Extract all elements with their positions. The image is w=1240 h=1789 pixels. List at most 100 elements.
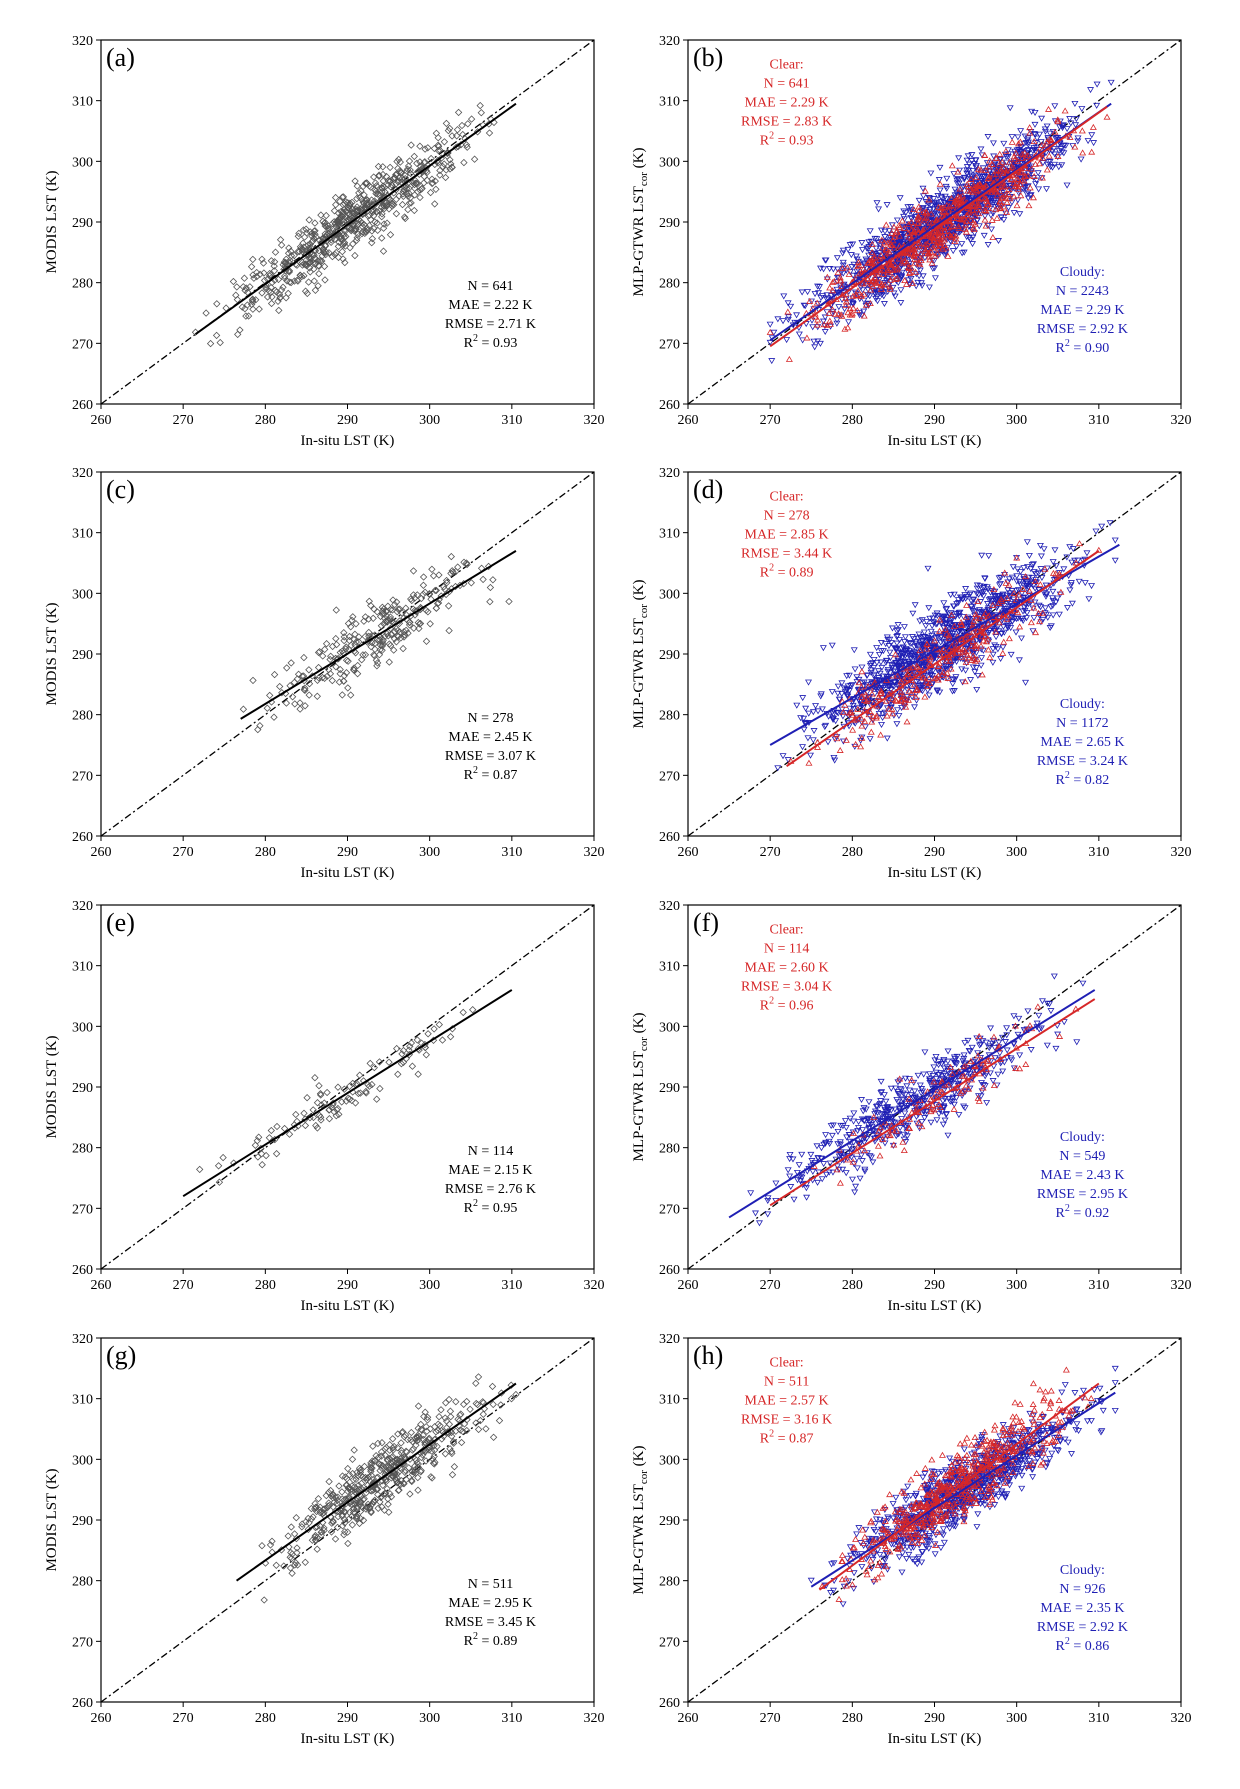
data-point bbox=[463, 560, 471, 569]
data-point bbox=[401, 631, 409, 639]
data-point bbox=[919, 226, 927, 233]
data-point bbox=[940, 234, 948, 241]
data-point bbox=[1050, 146, 1058, 153]
data-point bbox=[977, 642, 985, 649]
data-point bbox=[313, 1124, 322, 1132]
data-point bbox=[909, 610, 917, 617]
data-point bbox=[358, 219, 366, 227]
data-point bbox=[955, 222, 963, 229]
stat-rmse: RMSE = 2.71 K bbox=[445, 317, 536, 332]
x-tick-label: 270 bbox=[173, 1278, 194, 1293]
data-point bbox=[779, 753, 787, 760]
data-point bbox=[915, 203, 923, 210]
data-point bbox=[394, 1070, 402, 1078]
y-tick-label: 320 bbox=[659, 466, 680, 481]
data-point bbox=[213, 300, 221, 308]
data-point bbox=[251, 1141, 260, 1149]
data-point bbox=[795, 331, 803, 338]
x-tick-label: 300 bbox=[419, 845, 440, 860]
data-point bbox=[1012, 629, 1020, 636]
data-point bbox=[931, 275, 939, 282]
data-point bbox=[989, 601, 997, 608]
stat-r2: R2 = 0.87 bbox=[464, 765, 518, 783]
data-point bbox=[322, 211, 330, 220]
x-tick-label: 320 bbox=[584, 1278, 605, 1293]
data-point bbox=[1037, 553, 1045, 560]
data-point bbox=[311, 219, 319, 227]
data-point bbox=[253, 272, 261, 281]
data-point bbox=[950, 633, 958, 640]
data-point bbox=[942, 183, 950, 190]
data-point bbox=[841, 1118, 849, 1125]
data-point bbox=[1004, 190, 1012, 197]
data-point bbox=[415, 620, 424, 628]
data-point bbox=[428, 179, 436, 188]
data-point bbox=[342, 214, 350, 222]
data-point bbox=[879, 271, 887, 278]
data-point bbox=[982, 182, 990, 189]
data-point bbox=[924, 565, 932, 572]
data-point bbox=[304, 278, 313, 286]
data-point bbox=[351, 226, 359, 234]
data-point bbox=[898, 234, 906, 241]
data-point bbox=[925, 692, 933, 699]
data-point bbox=[883, 735, 891, 742]
data-point bbox=[1036, 542, 1044, 549]
data-point bbox=[915, 197, 923, 204]
x-tick-label: 280 bbox=[255, 413, 276, 428]
data-point bbox=[1004, 587, 1012, 594]
data-point bbox=[1031, 131, 1039, 138]
data-point bbox=[259, 259, 268, 267]
data-point bbox=[985, 553, 993, 560]
y-tick-label: 280 bbox=[72, 709, 93, 724]
data-point bbox=[414, 179, 422, 188]
data-point bbox=[432, 185, 440, 193]
data-point bbox=[948, 641, 956, 648]
data-point bbox=[854, 705, 862, 712]
data-point bbox=[1002, 154, 1010, 161]
data-point bbox=[891, 651, 899, 658]
data-point bbox=[428, 565, 436, 573]
data-point bbox=[1032, 160, 1040, 167]
data-point bbox=[292, 1110, 300, 1119]
data-point bbox=[275, 306, 283, 315]
data-point bbox=[389, 596, 397, 604]
data-point bbox=[876, 256, 884, 263]
data-point bbox=[907, 641, 915, 648]
data-point bbox=[809, 709, 817, 716]
data-point bbox=[244, 312, 253, 320]
data-point bbox=[1068, 559, 1076, 566]
data-point bbox=[984, 635, 992, 642]
data-point bbox=[333, 217, 341, 225]
data-point bbox=[866, 736, 874, 743]
data-point bbox=[968, 1044, 976, 1051]
x-tick-label: 270 bbox=[173, 845, 194, 860]
data-point bbox=[828, 1132, 836, 1139]
data-point bbox=[219, 1153, 227, 1162]
data-point bbox=[984, 134, 992, 141]
data-point bbox=[454, 563, 462, 571]
data-point bbox=[813, 321, 821, 328]
data-point bbox=[361, 613, 370, 621]
data-point bbox=[370, 605, 378, 613]
data-point bbox=[1016, 623, 1024, 630]
data-point bbox=[332, 634, 340, 643]
data-point bbox=[1036, 131, 1044, 138]
data-point bbox=[1095, 546, 1103, 553]
data-point bbox=[258, 255, 266, 263]
data-point bbox=[368, 227, 376, 235]
data-point bbox=[945, 231, 953, 238]
data-point bbox=[810, 728, 818, 735]
data-point bbox=[934, 634, 942, 641]
data-point bbox=[325, 1106, 333, 1114]
data-point bbox=[1051, 161, 1059, 168]
data-point bbox=[878, 280, 886, 287]
data-point bbox=[1027, 596, 1035, 603]
data-point bbox=[1049, 129, 1057, 135]
data-point bbox=[932, 631, 940, 638]
data-point bbox=[1030, 172, 1038, 179]
data-point bbox=[795, 1162, 803, 1169]
data-point bbox=[1031, 121, 1039, 128]
data-point bbox=[889, 682, 897, 689]
